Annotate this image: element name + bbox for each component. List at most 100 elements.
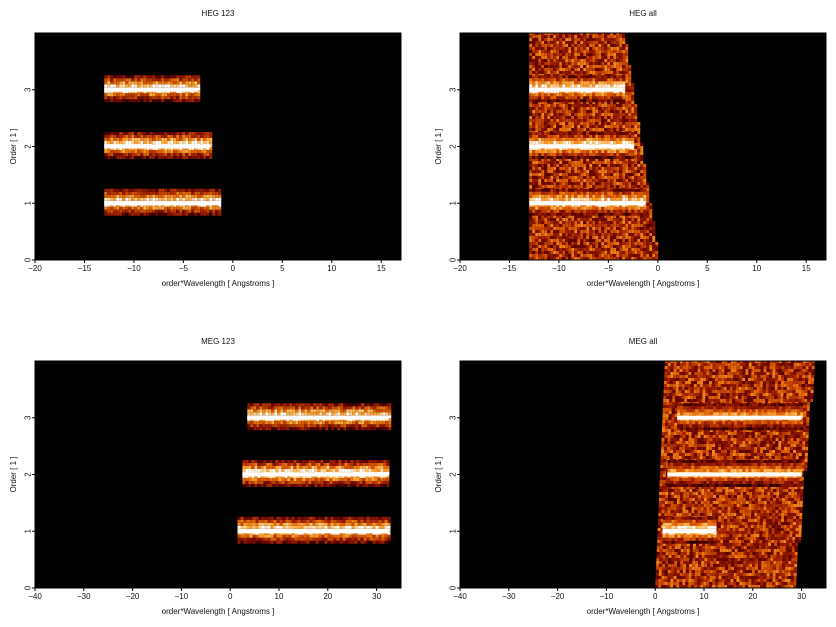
- background-cell: [547, 107, 551, 110]
- band-cell: [137, 152, 141, 156]
- background-cell: [580, 224, 584, 227]
- background-cell: [622, 71, 626, 74]
- background-cell: [607, 179, 611, 182]
- background-cell: [589, 110, 593, 113]
- background-cell: [580, 44, 584, 47]
- band-cell: [601, 140, 605, 144]
- background-cell: [625, 179, 629, 182]
- background-cell: [556, 68, 560, 71]
- background-cell: [541, 251, 545, 254]
- background-cell: [646, 245, 650, 248]
- background-cell: [613, 71, 617, 74]
- band-cell: [167, 75, 171, 79]
- background-cell: [562, 179, 566, 182]
- background-cell: [580, 185, 584, 188]
- background-cell: [568, 239, 572, 242]
- background-cell: [529, 236, 533, 239]
- background-cell: [604, 59, 608, 62]
- background-cell: [637, 248, 641, 251]
- background-cell: [640, 158, 644, 161]
- band-cell: [556, 212, 560, 216]
- band-cell: [589, 131, 593, 135]
- band-cell: [571, 188, 575, 192]
- band-cell: [122, 134, 126, 138]
- background-cell: [592, 110, 596, 113]
- band-cell: [562, 78, 566, 82]
- background-cell: [607, 110, 611, 113]
- band-cell: [137, 149, 141, 153]
- band-cell: [119, 152, 123, 156]
- background-cell: [631, 221, 635, 224]
- background-cell: [586, 104, 590, 107]
- background-cell: [631, 161, 635, 164]
- band-cell: [619, 140, 623, 144]
- background-cell: [574, 245, 578, 248]
- background-cell: [574, 236, 578, 239]
- band-cell: [122, 84, 126, 88]
- band-cell: [559, 99, 563, 103]
- band-cell: [532, 131, 536, 135]
- background-cell: [541, 101, 545, 104]
- band-cell: [200, 137, 204, 141]
- background-cell: [538, 110, 542, 113]
- band-cell: [119, 99, 123, 103]
- background-cell: [544, 254, 548, 257]
- background-cell: [643, 245, 647, 248]
- background-cell: [601, 104, 605, 107]
- background-cell: [613, 233, 617, 236]
- background-cell: [553, 53, 557, 56]
- band-cell: [592, 188, 596, 192]
- background-cell: [601, 122, 605, 125]
- background-cell: [622, 224, 626, 227]
- band-cell: [559, 194, 563, 198]
- background-cell: [610, 128, 614, 131]
- background-cell: [598, 257, 602, 260]
- band-cell: [622, 81, 626, 85]
- background-cell: [631, 185, 635, 188]
- background-cell: [622, 227, 626, 230]
- background-cell: [592, 254, 596, 257]
- background-cell: [589, 176, 593, 179]
- band-cell: [110, 191, 114, 195]
- background-cell: [541, 176, 545, 179]
- background-cell: [619, 161, 623, 164]
- background-cell: [655, 245, 659, 248]
- background-cell: [622, 50, 626, 53]
- background-cell: [628, 122, 632, 125]
- band-cell: [270, 516, 274, 520]
- band-cell: [116, 209, 120, 213]
- background-cell: [532, 113, 536, 116]
- band-cell: [134, 188, 138, 192]
- background-cell: [583, 62, 587, 65]
- band-cell: [601, 75, 605, 79]
- background-cell: [586, 179, 590, 182]
- background-cell: [541, 161, 545, 164]
- band-cell: [529, 84, 533, 88]
- background-cell: [568, 185, 572, 188]
- background-cell: [583, 47, 587, 50]
- band-cell: [206, 149, 210, 153]
- background-cell: [637, 146, 641, 149]
- background-cell: [607, 59, 611, 62]
- band-cell: [152, 149, 156, 153]
- band-cell: [203, 134, 207, 138]
- background-cell: [607, 176, 611, 179]
- band-cell: [622, 191, 626, 195]
- band-cell: [625, 134, 629, 138]
- band-cell: [188, 75, 192, 79]
- background-cell: [625, 173, 629, 176]
- background-cell: [616, 33, 620, 35]
- background-cell: [550, 122, 554, 125]
- background-cell: [568, 68, 572, 71]
- background-cell: [583, 257, 587, 260]
- x-tick-label: 10: [752, 264, 761, 273]
- background-cell: [559, 128, 563, 131]
- background-cell: [589, 119, 593, 122]
- background-cell: [574, 233, 578, 236]
- band-cell: [197, 212, 201, 216]
- band-cell: [209, 146, 213, 150]
- band-cell: [173, 137, 177, 141]
- band-cell: [149, 131, 153, 135]
- band-cell: [583, 78, 587, 82]
- band-cell: [607, 149, 611, 153]
